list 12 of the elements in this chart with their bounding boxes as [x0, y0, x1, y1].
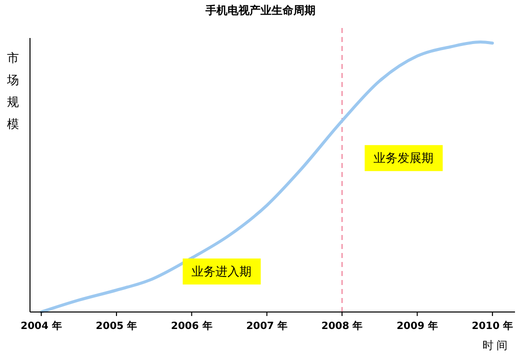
x-tick-label: 2010 年	[472, 320, 514, 332]
x-tick-label: 2004 年	[20, 320, 62, 332]
x-tick-label: 2009 年	[396, 320, 438, 332]
chart-title: 手机电视产业生命周期	[204, 4, 316, 17]
annotation: 业务进入期	[192, 264, 252, 278]
x-tick-label: 2006 年	[171, 320, 212, 332]
x-tick-label: 2007 年	[246, 320, 288, 332]
annotation: 业务发展期	[374, 151, 434, 166]
x-tick-label: 2008 年	[321, 320, 363, 332]
y-axis-title: 市场规模	[6, 51, 19, 131]
x-tick-label: 2005 年	[96, 320, 138, 332]
x-axis-title: 时 间	[482, 339, 508, 352]
